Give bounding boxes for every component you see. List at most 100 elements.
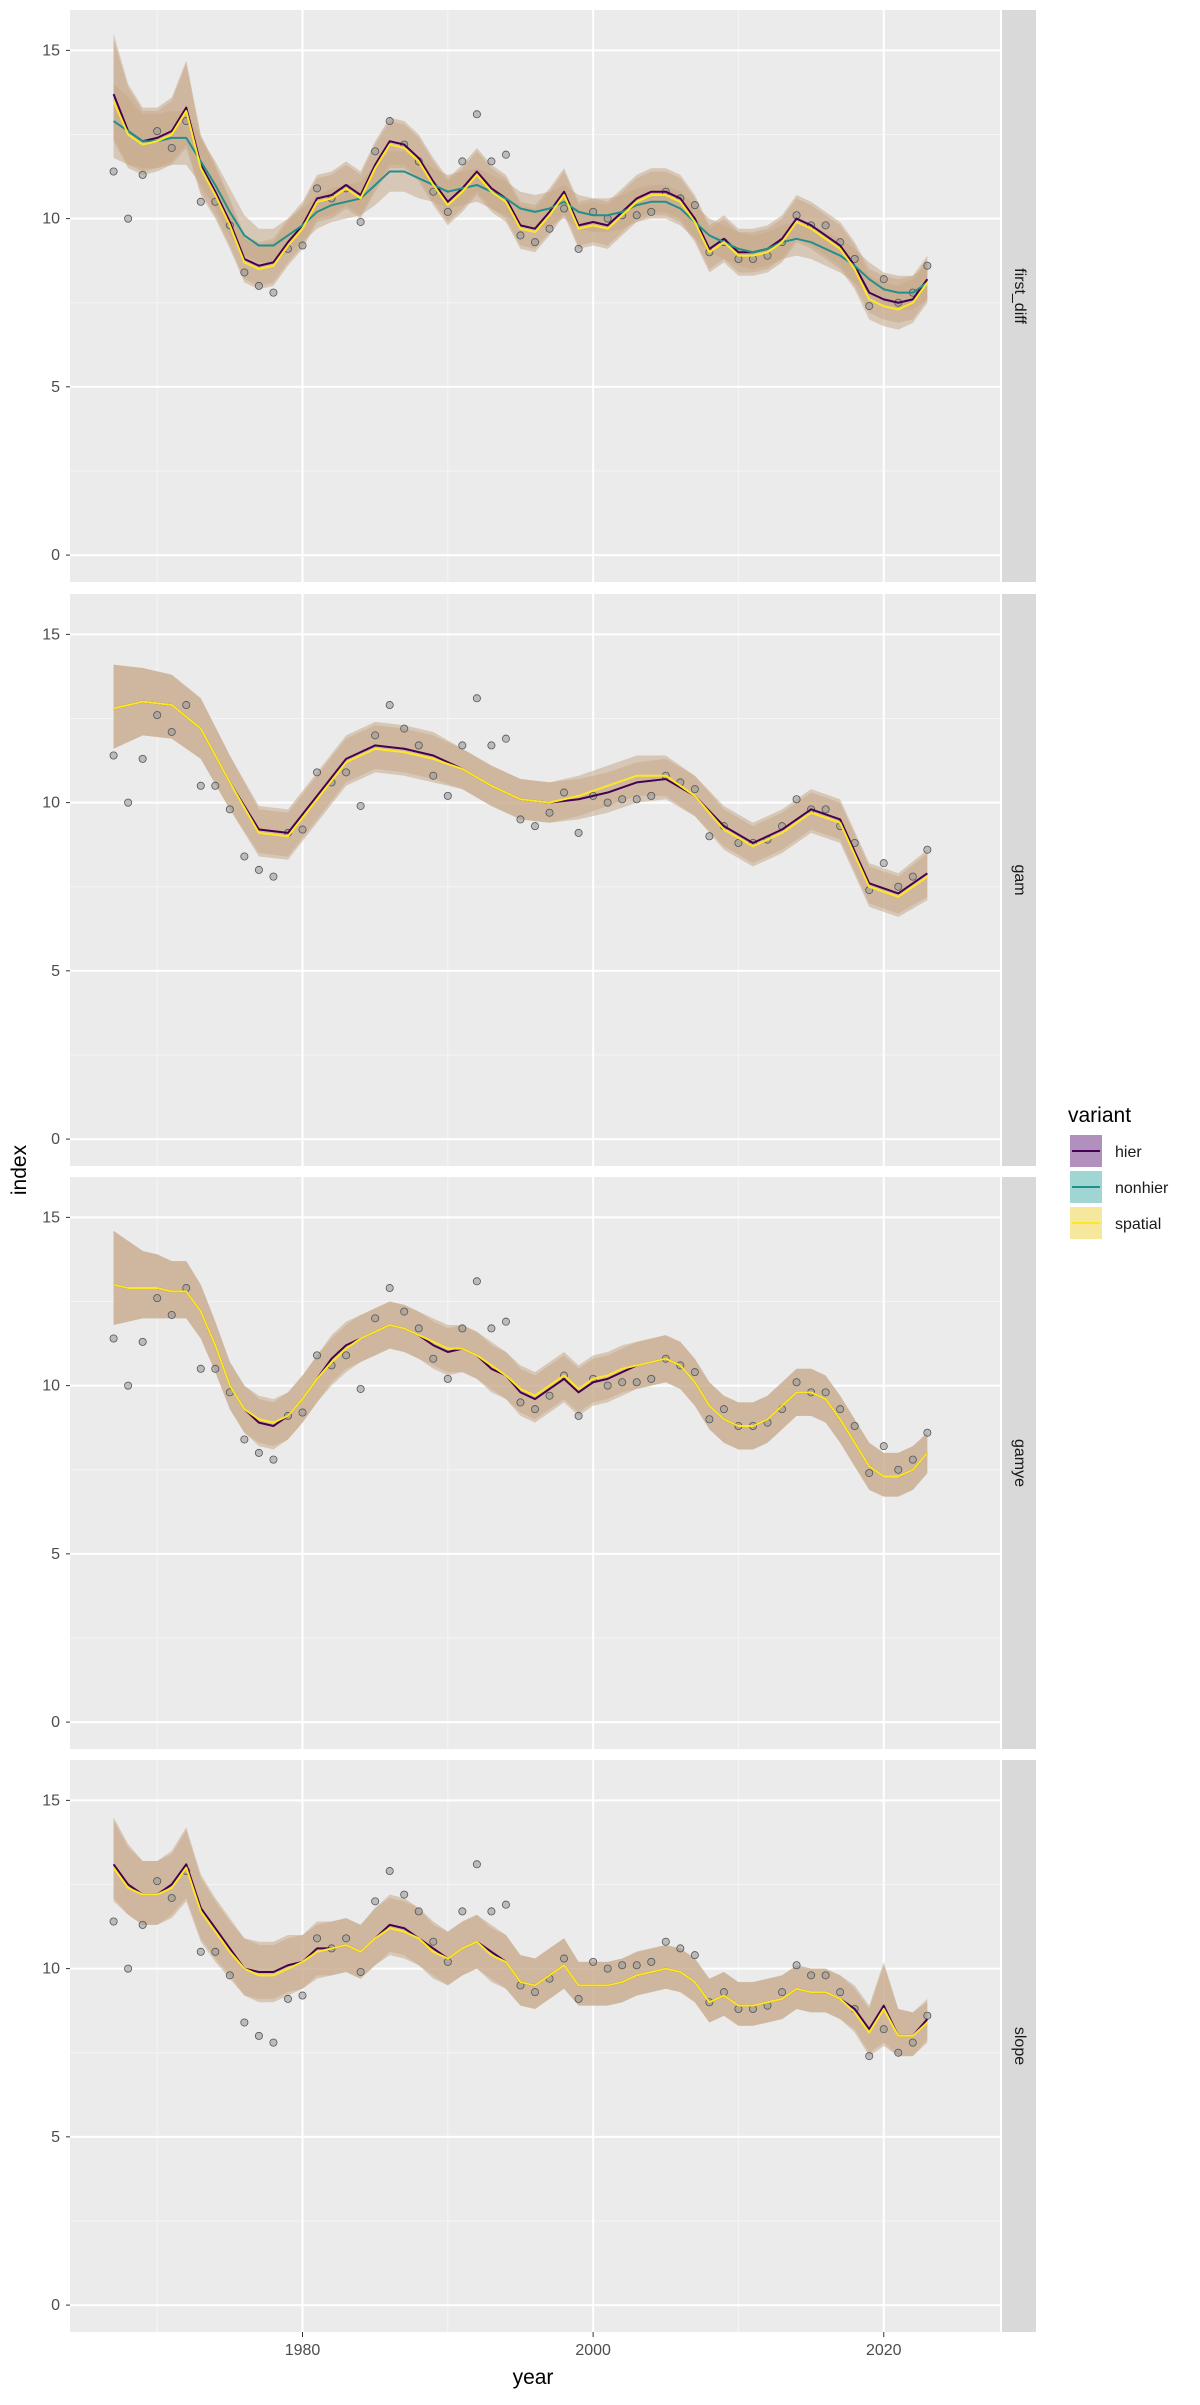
legend-label: nonhier: [1115, 1180, 1169, 1197]
observed-point: [560, 788, 569, 797]
observed-point: [225, 1971, 234, 1980]
observed-point: [472, 1860, 481, 1869]
observed-point: [385, 1867, 394, 1876]
observed-point: [254, 1448, 263, 1457]
observed-point: [574, 828, 583, 837]
observed-point: [923, 845, 932, 854]
legend-label: spatial: [1115, 1216, 1161, 1233]
observed-point: [458, 1324, 467, 1333]
observed-point: [167, 143, 176, 152]
observed-point: [196, 1364, 205, 1373]
panel-gamye: 0 5 10 15 gamye: [42, 1177, 1036, 1749]
observed-point: [124, 1964, 133, 1973]
observed-point: [603, 1964, 612, 1973]
y-tick-label: 5: [51, 1546, 60, 1563]
observed-point: [240, 1435, 249, 1444]
observed-point: [385, 1284, 394, 1293]
observed-point: [647, 1957, 656, 1966]
y-tick-label: 10: [42, 211, 60, 228]
observed-point: [109, 751, 118, 760]
y-tick-label: 0: [51, 547, 60, 564]
observed-point: [124, 798, 133, 807]
observed-point: [894, 882, 903, 891]
observed-point: [531, 238, 540, 247]
panel-gam: 0 5 10 15 gam: [42, 594, 1036, 1166]
observed-point: [865, 1469, 874, 1478]
panel-background: [70, 594, 1000, 1166]
observed-point: [313, 768, 322, 777]
observed-point: [458, 741, 467, 750]
observed-point: [501, 1900, 510, 1909]
series-line-spatial: [113, 1283, 929, 1478]
observed-point: [719, 1405, 728, 1414]
observed-point: [356, 1384, 365, 1393]
series-line-spatial: [112, 1866, 929, 2037]
observed-point: [531, 822, 540, 831]
observed-point: [124, 214, 133, 223]
observed-point: [516, 231, 525, 240]
observed-point: [865, 302, 874, 311]
observed-point: [850, 1421, 859, 1430]
observed-point: [836, 1405, 845, 1414]
observed-point: [879, 275, 888, 284]
observed-point: [356, 801, 365, 810]
observed-point: [138, 754, 147, 763]
panels-layer: 0 5 10 15 first_diff 0 5 10 15 gam 0 5 10 15 gamye 0 5 10…: [42, 10, 1036, 2332]
observed-point: [429, 771, 438, 780]
observed-point: [487, 157, 496, 166]
observed-point: [690, 785, 699, 794]
panel-background: [70, 1177, 1000, 1749]
observed-point: [109, 167, 118, 176]
legend-label: hier: [1115, 1144, 1142, 1161]
band-spatial: [113, 40, 928, 330]
x-tick-label: 2020: [866, 2342, 902, 2359]
observed-point: [153, 127, 162, 136]
x-axis: 1980 2000 2020: [285, 2332, 902, 2359]
observed-point: [589, 1957, 598, 1966]
observed-point: [283, 1994, 292, 2003]
observed-point: [879, 859, 888, 868]
observed-point: [254, 281, 263, 290]
observed-point: [661, 1937, 670, 1946]
observed-point: [487, 741, 496, 750]
observed-point: [254, 865, 263, 874]
observed-point: [356, 1967, 365, 1976]
observed-point: [923, 2011, 932, 2020]
observed-point: [211, 1947, 220, 1956]
legend-title: variant: [1068, 1104, 1131, 1127]
observed-point: [618, 1378, 627, 1387]
observed-point: [313, 1351, 322, 1360]
observed-point: [298, 825, 307, 834]
observed-point: [124, 1381, 133, 1390]
observed-point: [632, 1961, 641, 1970]
observed-point: [196, 781, 205, 790]
observed-point: [647, 791, 656, 800]
observed-point: [211, 1364, 220, 1373]
series-line-hier: [112, 93, 929, 304]
strip-label: slope: [1011, 2027, 1028, 2065]
y-tick-label: 0: [51, 1131, 60, 1148]
observed-point: [894, 1465, 903, 1474]
y-tick-label: 5: [51, 2129, 60, 2146]
observed-point: [879, 1442, 888, 1451]
observed-point: [429, 1354, 438, 1363]
y-tick-label: 15: [42, 1209, 60, 1226]
y-tick-label: 10: [42, 1961, 60, 1978]
observed-point: [400, 724, 409, 733]
observed-point: [138, 1920, 147, 1929]
observed-point: [705, 1415, 714, 1424]
observed-point: [167, 1310, 176, 1319]
x-tick-label: 2000: [575, 2342, 611, 2359]
observed-point: [400, 1890, 409, 1899]
observed-point: [574, 1411, 583, 1420]
observed-point: [836, 1988, 845, 1997]
observed-point: [385, 117, 394, 126]
observed-point: [211, 781, 220, 790]
observed-point: [342, 1351, 351, 1360]
strip-label: gam: [1011, 864, 1028, 895]
strip-background: [1002, 1177, 1036, 1749]
observed-point: [516, 815, 525, 824]
observed-point: [531, 1988, 540, 1997]
observed-point: [908, 872, 917, 881]
observed-point: [138, 170, 147, 179]
